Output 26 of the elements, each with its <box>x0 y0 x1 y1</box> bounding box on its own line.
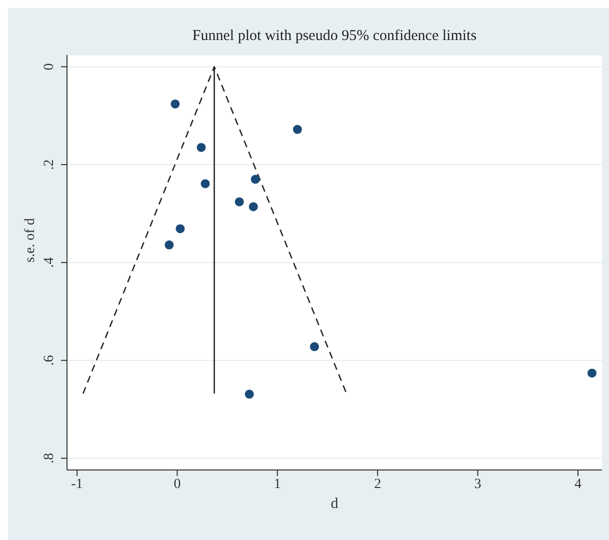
point <box>196 142 206 152</box>
x-tick-label: -1 <box>71 476 83 492</box>
point <box>234 197 244 206</box>
point <box>587 368 596 378</box>
chart-title: Funnel plot with pseudo 95% confidence limits <box>191 28 478 45</box>
y-tick-label: 0 <box>42 63 57 70</box>
point <box>248 202 258 212</box>
point <box>170 99 180 108</box>
point <box>244 390 254 399</box>
y-axis-title: s.e. of d <box>22 218 38 262</box>
x-tick-label: 3 <box>474 476 482 492</box>
y-tick-label: .6 <box>42 355 57 366</box>
x-tick-label: 0 <box>174 476 181 492</box>
point <box>250 174 260 184</box>
point <box>292 124 302 134</box>
y-tick-label: .4 <box>42 257 57 268</box>
point <box>200 179 210 188</box>
x-tick-label: 1 <box>274 476 281 492</box>
point <box>164 240 174 250</box>
y-tick-label: .8 <box>42 453 57 464</box>
point <box>310 342 319 352</box>
x-axis-title: d <box>330 496 339 512</box>
y-tick-label: .2 <box>42 159 57 170</box>
x-tick-label: 4 <box>574 476 582 492</box>
point <box>176 224 185 234</box>
x-tick-label: 2 <box>374 476 382 492</box>
